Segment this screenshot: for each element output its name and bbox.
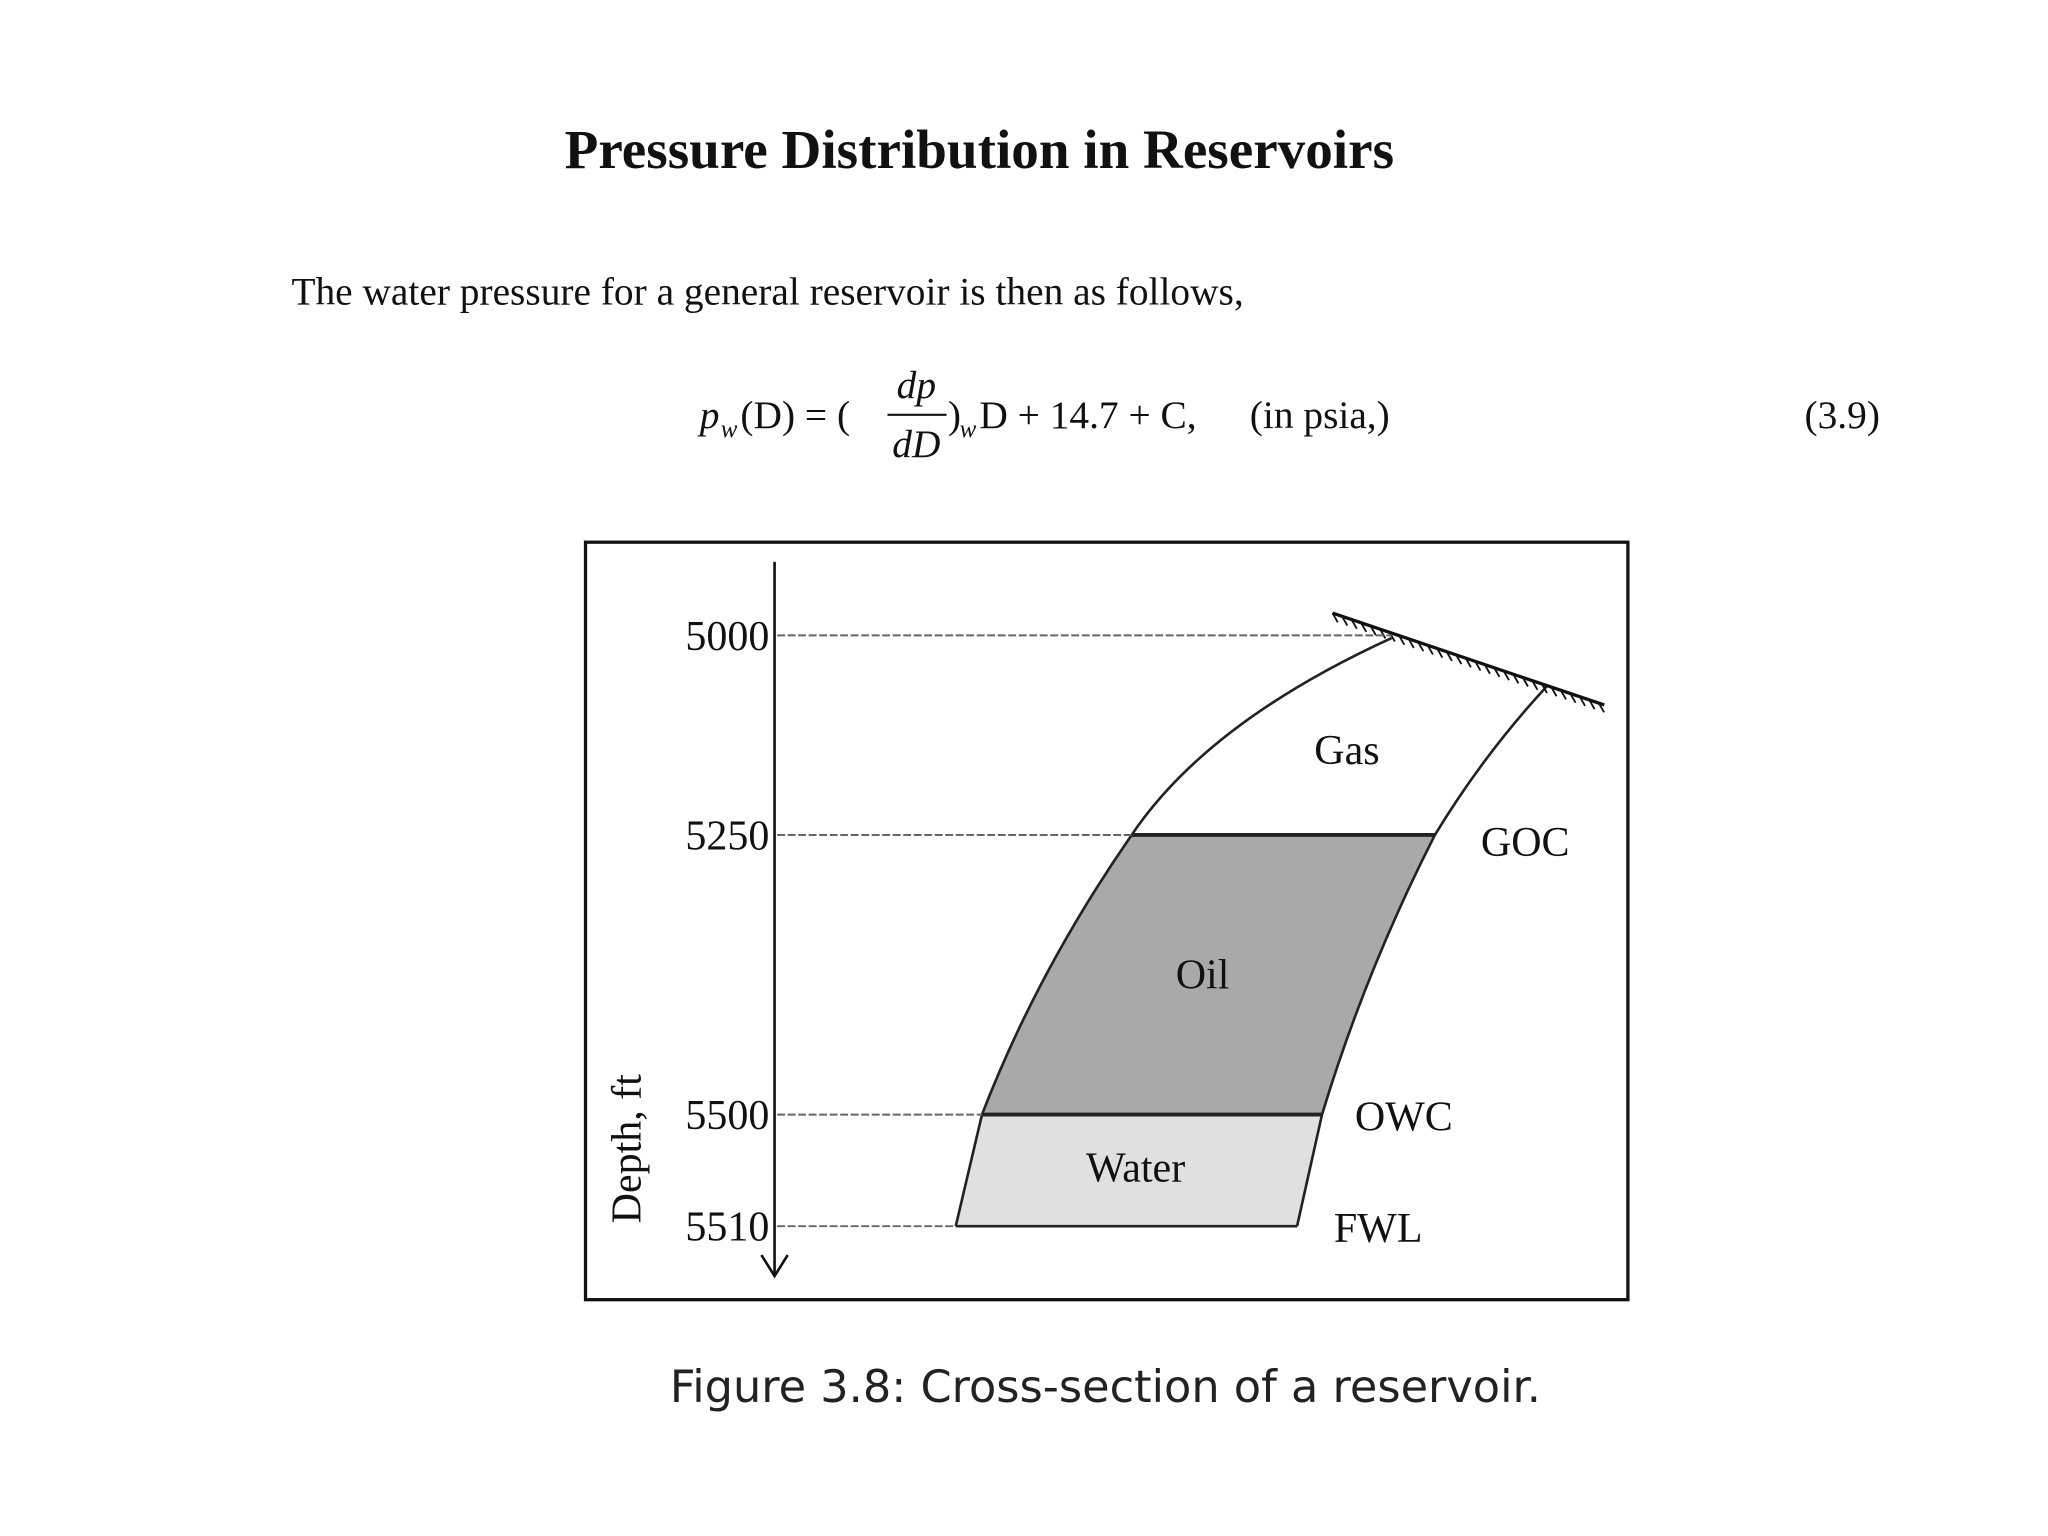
eq-rest: D + 14.7 + C, (979, 393, 1196, 437)
hatch-mark (1331, 612, 1339, 623)
hatch-mark (1350, 619, 1358, 630)
oil-zone (981, 834, 1435, 1115)
hatch-mark (1417, 641, 1425, 652)
hatch-mark (1579, 696, 1586, 707)
hatch-mark (1445, 651, 1453, 662)
hatch-mark (1407, 638, 1415, 649)
fault-line (1331, 611, 1605, 707)
contact-label: OWC (1355, 1094, 1453, 1140)
title: Pressure Distribution in Reservoirs (565, 119, 1394, 180)
zone-label: Gas (1314, 728, 1379, 774)
hatch-mark (1388, 631, 1396, 643)
hatch-mark (1455, 654, 1463, 665)
hatch-mark (1598, 702, 1605, 713)
hatch-mark (1569, 693, 1577, 704)
zone-label: Oil (1176, 953, 1230, 999)
hatch-mark (1379, 628, 1387, 639)
eq-numerator: dp (897, 363, 936, 407)
zone-label: Water (1086, 1146, 1185, 1192)
eq-sub: w (960, 416, 977, 443)
hatch-mark (1369, 625, 1377, 636)
reservoir-right-boundary (1295, 685, 1548, 1227)
hatch-mark (1493, 667, 1501, 678)
hatch-mark (1540, 683, 1548, 694)
hatch-mark (1559, 689, 1567, 700)
hatch-mark (1512, 673, 1520, 684)
eq-lhs: p (697, 393, 720, 437)
eq-denominator: dD (892, 422, 940, 466)
tick-label: 5000 (685, 614, 769, 660)
hatch-mark (1464, 657, 1472, 668)
hatch-mark (1426, 644, 1434, 655)
water-zone (955, 1114, 1323, 1227)
tick-label: 5500 (685, 1093, 769, 1139)
hatch-mark (1483, 664, 1491, 675)
hatch-mark (1474, 660, 1482, 671)
figure: Depth, ft Gas Oil Water GOC OWC FWL 5000… (583, 540, 1630, 1302)
eq-sub: w (721, 416, 738, 443)
hatch-mark (1360, 622, 1368, 633)
contact-label: GOC (1481, 820, 1570, 866)
hatch-mark (1398, 635, 1406, 646)
hatch-mark (1588, 699, 1596, 710)
caption: Figure 3.8: Cross-section of a reservoir… (670, 1361, 1541, 1413)
hatch-mark (1341, 615, 1349, 626)
hatch-mark (1436, 648, 1444, 659)
tick-label: 5250 (685, 813, 769, 859)
paragraph: The water pressure for a general reservo… (291, 270, 1243, 314)
axis-arrow (760, 1254, 789, 1279)
hatch-mark (1550, 686, 1558, 697)
hatch-mark (1521, 676, 1529, 688)
eq-close: ) (948, 393, 961, 437)
equation: p w (D) = ( dp dD ) w D + 14.7 + C, (in … (697, 363, 1880, 466)
eq-arg: (D) = ( (740, 393, 850, 437)
figure-frame (583, 540, 1630, 1302)
hatch-mark (1502, 670, 1510, 681)
fault-hatching (1331, 612, 1605, 713)
eq-unit: (in psia,) (1250, 393, 1390, 437)
eq-number: (3.9) (1805, 393, 1880, 437)
contact-label: FWL (1334, 1206, 1423, 1252)
tick-label: 5510 (685, 1205, 769, 1251)
hatch-mark (1531, 680, 1539, 691)
axis-label: Depth, ft (605, 1074, 651, 1224)
